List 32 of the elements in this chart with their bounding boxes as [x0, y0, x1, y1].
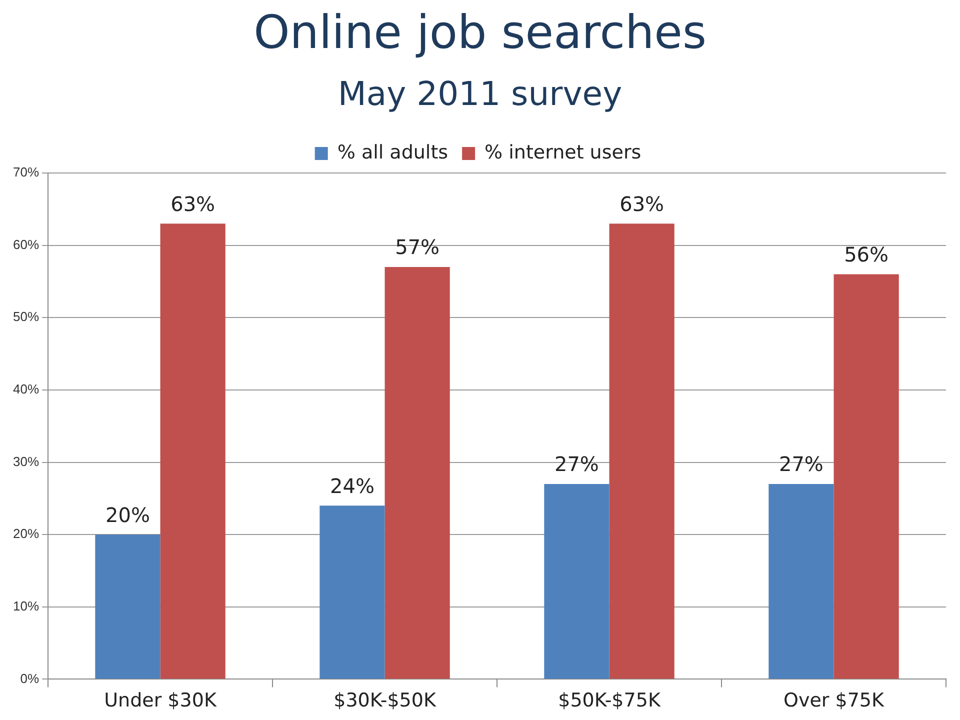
y-tick-label: 10%: [12, 598, 40, 614]
x-tick-label: $50K-$75K: [558, 690, 661, 712]
y-tick-label: 70%: [12, 164, 40, 180]
bar: [768, 484, 834, 679]
chart-title: Online job searches: [252, 4, 708, 60]
y-tick-label: 50%: [12, 309, 40, 324]
bar: [544, 484, 610, 679]
legend-label: % internet users: [484, 141, 642, 164]
y-tick-label: 30%: [12, 454, 40, 469]
y-tick-label: 0%: [20, 670, 40, 686]
data-label: 27%: [778, 452, 824, 476]
data-label: 56%: [844, 242, 889, 266]
y-tick-label: 60%: [12, 236, 40, 252]
data-label: 63%: [170, 192, 216, 216]
data-label: 24%: [330, 474, 374, 498]
chart-subtitle: May 2011 survey: [336, 73, 624, 115]
data-label: 63%: [620, 192, 664, 216]
x-tick-label: Over $75K: [784, 690, 885, 712]
y-tick-label: 20%: [12, 526, 40, 542]
bar: [320, 506, 385, 679]
y-tick-label: 40%: [12, 382, 40, 397]
bar: [834, 274, 899, 679]
data-label: 20%: [105, 502, 150, 527]
bar: [95, 534, 160, 679]
x-tick-label: $30K-$50K: [334, 690, 436, 712]
data-label: 27%: [554, 452, 599, 476]
bar: [160, 224, 226, 679]
data-label: 57%: [395, 235, 440, 260]
bar: [384, 267, 450, 679]
bar: [609, 224, 674, 679]
x-tick-label: Under $30K: [104, 690, 217, 712]
legend-label: % all adults: [337, 141, 448, 164]
